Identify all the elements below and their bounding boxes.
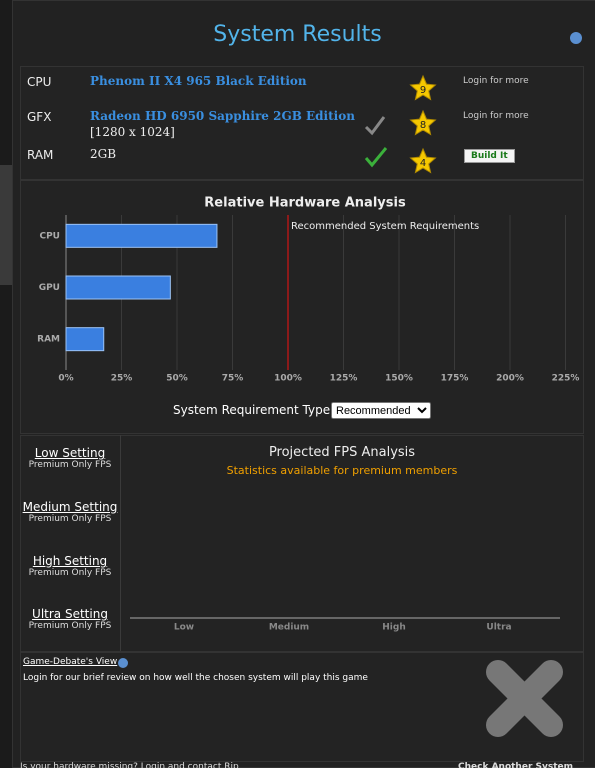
- page-title: System Results: [213, 22, 382, 47]
- hw-label: RAM: [27, 148, 54, 162]
- score-star: [409, 74, 437, 101]
- setting-name[interactable]: Low Setting: [34, 446, 106, 460]
- y-tick-label: RAM: [37, 335, 60, 345]
- setting-note: Premium Only FPS: [28, 568, 112, 578]
- bar: [65, 223, 218, 248]
- reference-label: Recommended System Requirements: [291, 221, 479, 232]
- fps-category: Low: [174, 623, 194, 633]
- x-tick-label: 75%: [222, 374, 244, 384]
- fps-category: Ultra: [486, 623, 511, 633]
- y-tick-label: GPU: [39, 283, 60, 293]
- login-link[interactable]: Login for more: [463, 111, 529, 121]
- y-tick-label: CPU: [39, 231, 60, 241]
- hw-detail: [1280 x 1024]: [90, 125, 175, 139]
- x-tick-label: 200%: [496, 374, 524, 384]
- analysis-panel: [20, 180, 584, 434]
- review-title[interactable]: Game-Debate's View: [23, 657, 118, 667]
- hw-name[interactable]: Phenom II X4 965 Black Edition: [90, 74, 307, 88]
- fps-title: Projected FPS Analysis: [268, 445, 416, 460]
- x-tick-label: 100%: [274, 374, 302, 384]
- hw-name: 2GB: [90, 147, 117, 161]
- score: 8: [420, 120, 426, 131]
- setting-note: Premium Only FPS: [28, 621, 112, 631]
- setting-name[interactable]: High Setting: [32, 554, 108, 568]
- x-tick-label: 0%: [58, 374, 73, 384]
- divider: [120, 435, 121, 651]
- x-tick-label: 50%: [166, 374, 188, 384]
- check-green: [364, 147, 388, 168]
- score: 9: [420, 85, 426, 96]
- x-tick-label: 25%: [111, 374, 133, 384]
- setting-note: Premium Only FPS: [28, 460, 112, 470]
- chart-title: Relative Hardware Analysis: [204, 196, 406, 211]
- build-button[interactable]: Build It: [464, 149, 515, 163]
- help-icon[interactable]: [570, 32, 582, 44]
- review-text: Login for our brief review on how well t…: [23, 673, 368, 683]
- fps-panel: [20, 435, 584, 652]
- bar: [65, 327, 105, 352]
- score-star: [409, 147, 437, 174]
- hw-label: CPU: [27, 75, 52, 89]
- score: 4: [420, 158, 426, 169]
- x-icon: [486, 660, 563, 737]
- setting-name[interactable]: Medium Setting: [22, 500, 118, 514]
- hw-label: GFX: [27, 110, 52, 124]
- help-icon[interactable]: [118, 658, 128, 668]
- footer-left: Is your hardware missing? Login and cont…: [20, 762, 239, 768]
- fps-subtitle: Statistics available for premium members: [226, 464, 458, 477]
- x-tick-label: 150%: [385, 374, 413, 384]
- x-tick-label: 225%: [552, 374, 580, 384]
- requirement-select[interactable]: Recommended: [331, 402, 431, 419]
- setting-note: Premium Only FPS: [28, 514, 112, 524]
- x-tick-label: 125%: [330, 374, 358, 384]
- side-tabs: [0, 165, 12, 285]
- fps-category: High: [382, 623, 405, 633]
- requirement-label: System Requirement Type:: [173, 403, 335, 417]
- score-star: [409, 109, 437, 136]
- hw-name[interactable]: Radeon HD 6950 Sapphire 2GB Edition: [90, 109, 355, 123]
- bar: [65, 275, 171, 300]
- login-link[interactable]: Login for more: [463, 76, 529, 86]
- check-gray: [364, 116, 386, 136]
- setting-name[interactable]: Ultra Setting: [32, 607, 108, 621]
- fps-category: Medium: [269, 623, 309, 633]
- x-tick-label: 175%: [441, 374, 469, 384]
- footer-right[interactable]: Check Another System: [458, 762, 574, 768]
